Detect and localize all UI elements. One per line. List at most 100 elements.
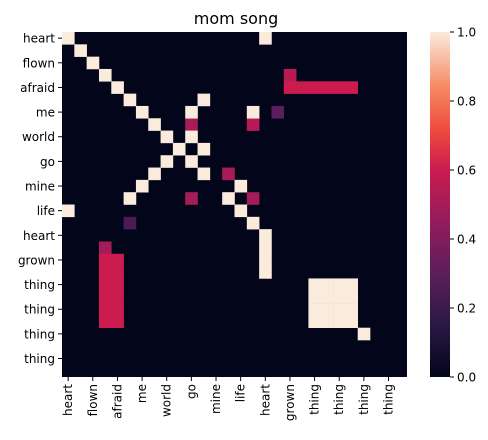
heatmap-cell: [111, 290, 124, 304]
heatmap-cell: [111, 253, 124, 267]
heatmap-cell: [111, 315, 124, 329]
heatmap-cell: [259, 241, 272, 255]
colorbar-ticks: 0.0 0.2 0.4 0.6 0.8 1.0: [450, 26, 476, 385]
heatmap-cell: [259, 32, 272, 45]
colorbar: [430, 32, 450, 377]
y-tick-label: grown: [18, 253, 55, 267]
heatmap-cell: [98, 253, 112, 267]
y-tick-label: heart: [23, 32, 55, 46]
heatmap-cell: [320, 315, 334, 329]
heatmap-cell: [98, 290, 112, 304]
y-tick-label: thing: [24, 278, 55, 292]
heatmap-cell: [222, 192, 235, 205]
colorbar-tick-label: 0.6: [457, 164, 476, 178]
heatmap-cell: [98, 266, 112, 279]
heatmap-cell: [333, 278, 346, 292]
heatmap-cell: [74, 44, 87, 57]
heatmap-cell: [197, 167, 211, 181]
y-tick-label: world: [22, 130, 55, 144]
y-tick-label: afraid: [20, 81, 55, 95]
heatmap-cell: [135, 105, 149, 119]
heatmap-cell: [283, 81, 297, 94]
heatmap-cell: [62, 32, 75, 45]
y-tick-label: mine: [25, 180, 55, 194]
heatmap-cell: [246, 118, 260, 131]
heatmap-cell: [185, 155, 198, 168]
heatmap-cell: [135, 179, 149, 193]
heatmap-cell: [111, 278, 124, 292]
heatmap-cell: [222, 167, 235, 181]
y-tick-label: thing: [24, 352, 55, 366]
x-tick-label: world: [160, 384, 174, 417]
heatmap-cell: [333, 290, 346, 304]
heatmap-cell: [185, 192, 198, 205]
colorbar-tick-label: 0.0: [457, 371, 476, 385]
x-axis-ticks: heart flown afraid me world go mine life heart gr…: [61, 377, 396, 421]
heatmap-cell: [357, 327, 371, 341]
heatmap-cell: [197, 93, 211, 107]
heatmap-cell: [234, 204, 248, 218]
heatmap-cell: [185, 105, 198, 119]
heatmap-cell: [345, 81, 359, 94]
y-tick-label: go: [40, 155, 55, 169]
heatmap-cell: [296, 81, 309, 94]
heatmap-cell: [271, 105, 285, 119]
heatmap-cell: [111, 266, 124, 279]
heatmap-cell: [111, 303, 124, 316]
heatmap-cell: [345, 315, 359, 329]
heatmap-cell: [123, 216, 137, 230]
heatmap-cell: [172, 142, 186, 156]
heatmap-cell: [246, 105, 260, 119]
x-tick-label: heart: [258, 384, 272, 416]
heatmap-cell: [308, 303, 322, 316]
heatmap-cell: [160, 155, 174, 168]
heatmap-cell: [185, 130, 198, 144]
heatmap-cell: [320, 81, 334, 94]
x-tick-label: life: [234, 384, 248, 402]
heatmap-cell: [308, 81, 322, 94]
x-tick-label: thing: [382, 384, 396, 415]
heatmap-cell: [123, 93, 137, 107]
heatmap-cell: [98, 303, 112, 316]
heatmap-cell: [345, 278, 359, 292]
heatmap-cell: [333, 303, 346, 316]
heatmap-cells: [62, 32, 407, 377]
heatmap-cell: [111, 81, 124, 94]
x-tick-label: mine: [209, 384, 223, 414]
x-tick-label: grown: [283, 384, 297, 421]
heatmap-cell: [62, 204, 75, 218]
heatmap-cell: [259, 253, 272, 267]
colorbar-tick-label: 0.4: [457, 233, 476, 247]
heatmap-cell: [308, 278, 322, 292]
heatmap-cell: [283, 68, 297, 82]
heatmap-cell: [148, 118, 161, 131]
heatmap-cell: [320, 278, 334, 292]
y-tick-label: life: [37, 204, 55, 218]
x-tick-label: flown: [86, 384, 100, 416]
heatmap-cell: [308, 290, 322, 304]
heatmap-cell: [98, 315, 112, 329]
x-tick-label: thing: [308, 384, 322, 415]
heatmap-cell: [308, 315, 322, 329]
heatmap-cell: [86, 56, 100, 70]
colorbar-tick-label: 0.2: [457, 302, 476, 316]
heatmap-cell: [320, 290, 334, 304]
chart-title: mom song: [194, 9, 278, 28]
heatmap-cell: [333, 315, 346, 329]
heatmap-cell: [185, 118, 198, 131]
heatmap-cell: [246, 192, 260, 205]
x-tick-label: me: [135, 384, 149, 403]
heatmap-cell: [333, 81, 346, 94]
heatmap-cell: [148, 167, 161, 181]
y-tick-label: flown: [23, 56, 55, 70]
heatmap-cell: [234, 179, 248, 193]
y-tick-label: thing: [24, 303, 55, 317]
heatmap-cell: [246, 216, 260, 230]
colorbar-tick-label: 1.0: [457, 26, 476, 40]
heatmap-cell: [98, 68, 112, 82]
heatmap-cell: [259, 266, 272, 279]
y-tick-label: thing: [24, 327, 55, 341]
heatmap-cell: [98, 278, 112, 292]
x-tick-label: thing: [357, 384, 371, 415]
